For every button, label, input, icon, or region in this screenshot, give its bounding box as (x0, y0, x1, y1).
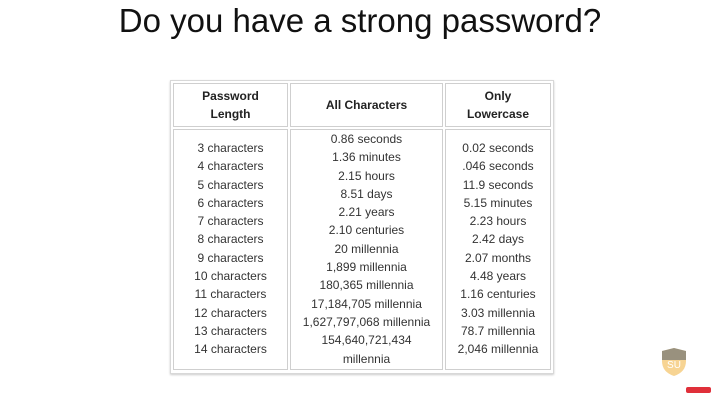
all-characters-cell: 1.36 minutes (332, 150, 401, 165)
svg-text:SU: SU (667, 360, 681, 371)
lowercase-cell: 11.9 seconds (462, 177, 534, 192)
column-all-characters: 0.86 seconds 1.36 minutes 2.15 hours 8.51 d… (290, 129, 443, 370)
length-cell: 6 characters (197, 195, 264, 210)
length-cell: 14 characters (194, 342, 267, 357)
length-cell: 5 characters (197, 177, 264, 192)
slide-title: Do you have a strong password? (118, 2, 602, 39)
length-cell: 9 characters (197, 250, 264, 265)
all-characters-cell: millennia (342, 351, 391, 366)
length-cell: 10 characters (194, 269, 267, 284)
lowercase-cell: 78.7 millennia (460, 323, 536, 338)
column-only-lowercase: 0.02 seconds .046 seconds 11.9 seconds 5.15… (445, 129, 551, 370)
lowercase-cell: 5.15 minutes (463, 195, 533, 210)
lowercase-cell: 0.02 seconds (462, 141, 534, 155)
length-cell: 8 characters (197, 232, 264, 247)
all-characters-cell: 2.15 hours (338, 168, 395, 183)
all-characters-cell: 180,365 millennia (319, 278, 414, 293)
channel-logo-icon: SU (662, 348, 686, 376)
lowercase-cell: 2.42 days (471, 232, 525, 247)
subscribe-badge[interactable] (686, 387, 711, 393)
length-cell: 12 characters (194, 305, 267, 320)
header-only-lowercase: Only Lowercase (445, 83, 551, 127)
length-cell: 13 characters (194, 323, 267, 338)
lowercase-cell: .046 seconds (462, 159, 534, 174)
lowercase-cell: 1.16 centuries (460, 287, 536, 302)
column-lengths: 3 characters 4 characters 5 characters 6 ch… (173, 129, 288, 370)
lowercase-cell: 3.03 millennia (460, 305, 536, 320)
all-characters-cell: 20 millennia (334, 241, 399, 256)
all-characters-cell: 0.86 seconds (330, 132, 403, 146)
lowercase-cell: 4.48 years (469, 269, 527, 284)
header-password-length: Password Length (173, 83, 288, 127)
all-characters-cell: 154,640,721,434 (321, 333, 412, 348)
length-cell: 4 characters (197, 159, 264, 174)
lowercase-cell: 2,046 millennia (457, 342, 539, 357)
password-strength-table: Password Length All Characters Only Lowe… (170, 80, 554, 374)
lowercase-cell: 2.07 months (464, 250, 532, 265)
all-characters-cell: 2.21 years (338, 205, 395, 220)
header-all-characters: All Characters (290, 83, 443, 127)
all-characters-cell: 1,627,797,068 millennia (302, 314, 431, 329)
length-cell: 3 characters (197, 141, 264, 155)
length-cell: 7 characters (197, 214, 264, 229)
lowercase-cell: 2.23 hours (469, 214, 527, 229)
all-characters-cell: 17,184,705 millennia (311, 296, 422, 311)
all-characters-cell: 8.51 days (340, 186, 393, 201)
all-characters-cell: 2.10 centuries (328, 223, 405, 238)
length-cell: 11 characters (194, 287, 267, 302)
all-characters-cell: 1,899 millennia (326, 260, 407, 275)
